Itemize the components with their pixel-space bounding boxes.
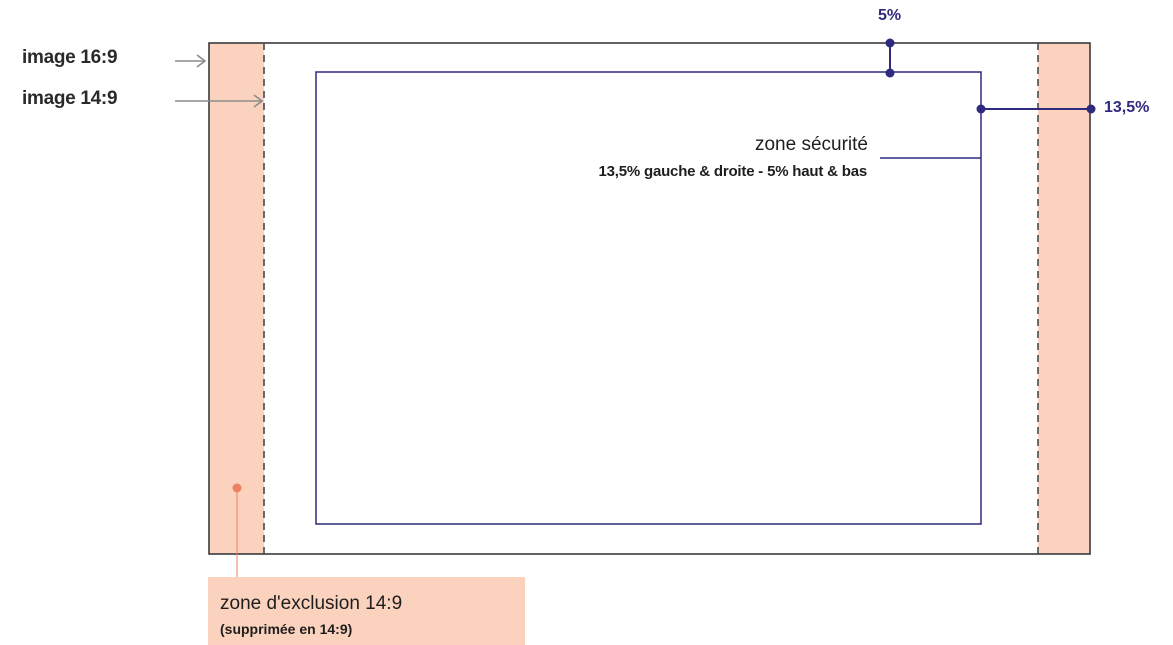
arrow-16-9 bbox=[175, 54, 207, 68]
label-top-margin-percent: 5% bbox=[878, 7, 902, 24]
exclusion-zone-left bbox=[209, 43, 264, 554]
safety-zone-title: zone sécurité bbox=[754, 134, 868, 155]
side-margin-dot-inner bbox=[976, 104, 986, 114]
top-margin-dot-inner bbox=[885, 68, 895, 78]
top-margin-dot-outer bbox=[885, 38, 895, 48]
arrow-14-9 bbox=[175, 94, 264, 108]
exclusion-label-box: zone d'exclusion 14:9 (supprimée en 14:9… bbox=[208, 577, 525, 645]
exclusion-title: zone d'exclusion 14:9 bbox=[220, 593, 403, 614]
side-margin-dot-outer bbox=[1086, 104, 1096, 114]
exclusion-dot bbox=[232, 483, 242, 493]
label-image-14-9: image 14:9 bbox=[22, 88, 118, 109]
label-image-16-9: image 16:9 bbox=[22, 47, 118, 68]
safety-zone bbox=[315, 71, 982, 525]
exclusion-subtitle: (supprimée en 14:9) bbox=[220, 621, 353, 637]
frame-16-9 bbox=[208, 42, 1091, 555]
exclusion-zone-right bbox=[1038, 43, 1090, 554]
safety-zone-description: 13,5% gauche & droite - 5% haut & bas bbox=[598, 163, 867, 180]
label-side-margin-percent: 13,5% bbox=[1104, 99, 1150, 116]
